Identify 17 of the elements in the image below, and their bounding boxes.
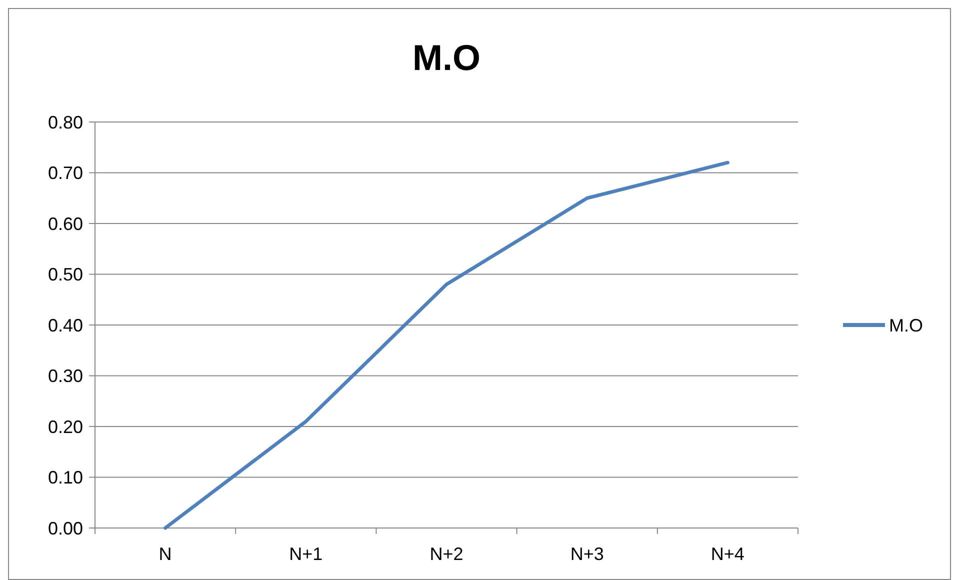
chart-title: M.O xyxy=(412,37,480,78)
x-tick-label: N+4 xyxy=(710,544,744,564)
y-tick-label: 0.50 xyxy=(48,264,83,285)
x-tick-label: N+1 xyxy=(289,544,323,564)
y-tick-label: 0.70 xyxy=(48,163,83,184)
x-tick-label: N xyxy=(158,544,172,564)
line-series xyxy=(164,160,730,530)
x-tick-label: N+3 xyxy=(570,544,604,564)
y-tick-label: 0.10 xyxy=(48,468,83,488)
y-tick-label: 0.80 xyxy=(48,112,83,132)
x-tick-label: N+2 xyxy=(430,544,464,564)
y-tick-label: 0.40 xyxy=(48,315,83,336)
legend-label: M.O xyxy=(889,315,923,336)
y-tick-label: 0.60 xyxy=(48,214,83,234)
y-tick-label: 0.00 xyxy=(48,518,83,538)
y-tick-label: 0.30 xyxy=(48,366,83,386)
y-tick-label: 0.20 xyxy=(48,416,83,437)
